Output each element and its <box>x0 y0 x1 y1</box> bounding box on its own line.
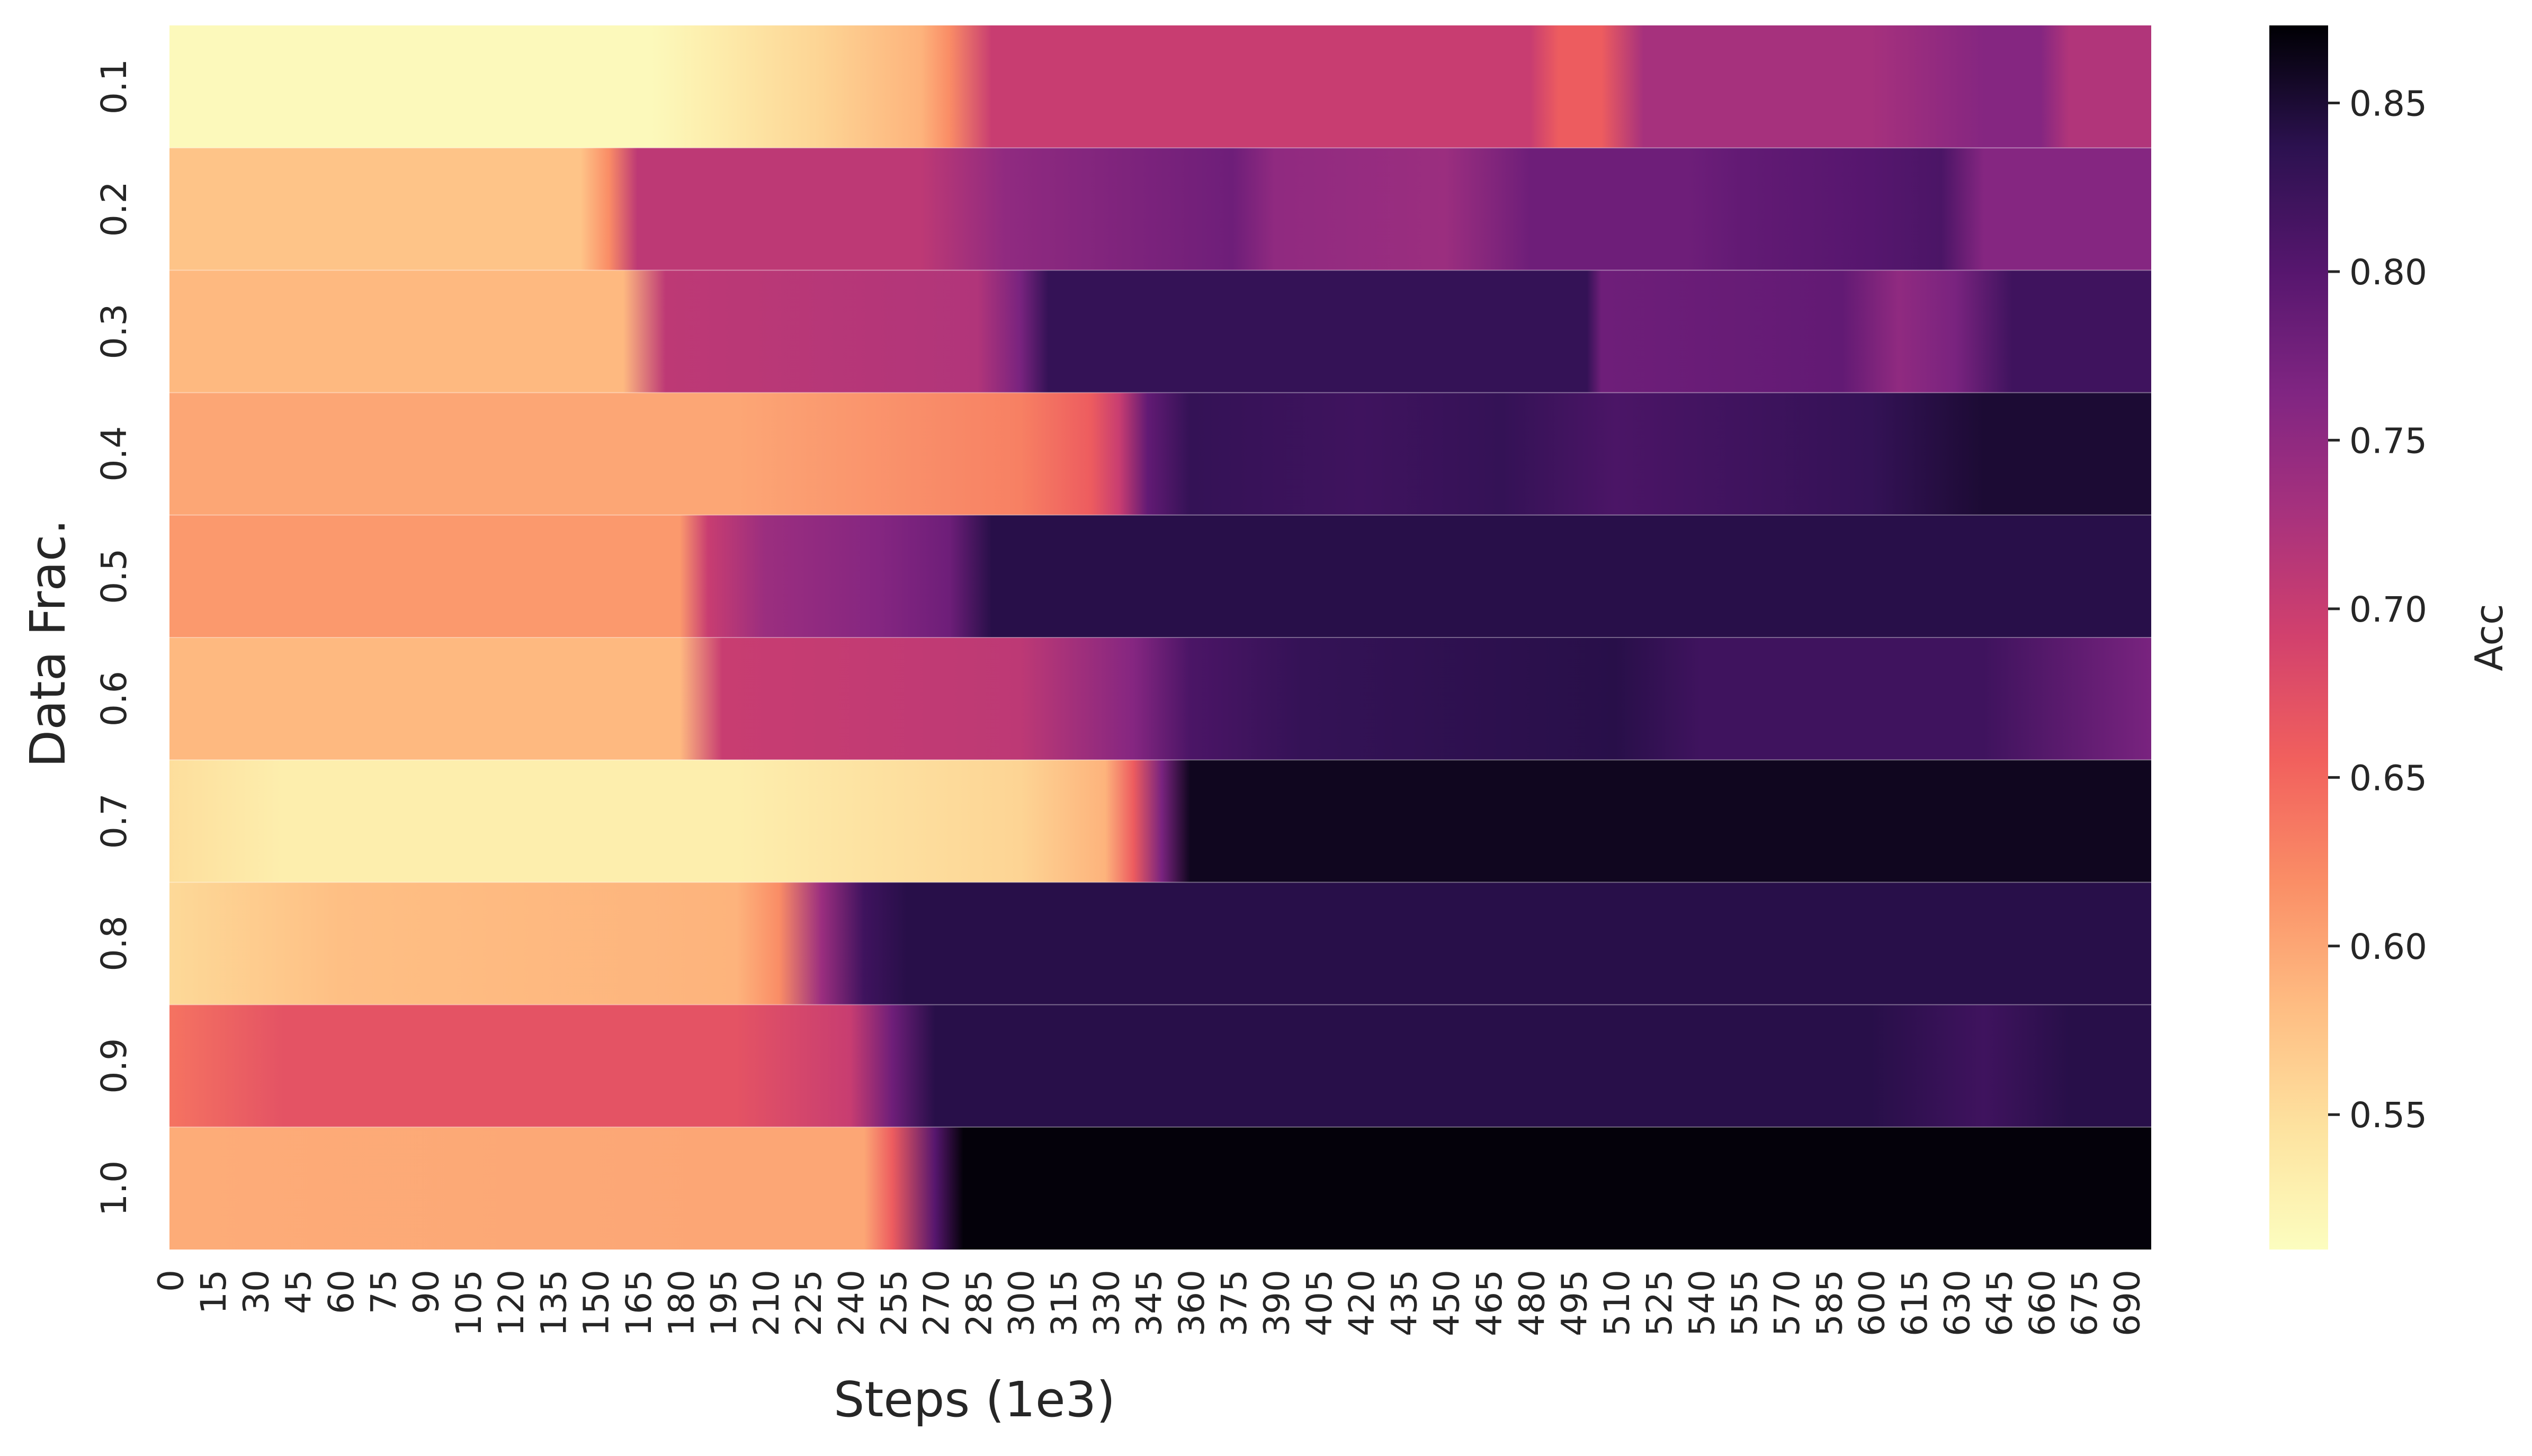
heatmap-row-0.1 <box>169 25 2151 148</box>
x-tick-label: 660 <box>2022 1270 2063 1336</box>
y-tick-label: 0.2 <box>94 181 135 237</box>
x-tick-label: 420 <box>1341 1270 1382 1336</box>
y-tick-label: 0.3 <box>94 304 135 359</box>
colorbar-gradient <box>2269 25 2328 1250</box>
y-tick-label: 0.9 <box>94 1038 135 1094</box>
colorbar-label: Acc <box>2467 604 2511 671</box>
colorbar-tick-label: 0.70 <box>2349 589 2427 630</box>
x-tick-label: 225 <box>789 1270 829 1336</box>
x-tick-label: 405 <box>1299 1270 1340 1336</box>
x-tick-label: 165 <box>619 1270 659 1336</box>
heatmap-row-0.7 <box>169 760 2151 883</box>
heatmap-row-0.8 <box>169 882 2151 1005</box>
x-tick-label: 150 <box>576 1270 617 1336</box>
x-tick-label: 300 <box>1001 1270 1042 1336</box>
x-tick-label: 465 <box>1469 1270 1510 1336</box>
x-tick-label: 240 <box>831 1270 872 1336</box>
x-tick-label: 120 <box>491 1270 532 1336</box>
x-tick-label: 90 <box>406 1270 446 1314</box>
colorbar-tick-label: 0.75 <box>2349 420 2427 461</box>
y-axis-label: Data Frac. <box>20 519 76 767</box>
x-tick-label: 600 <box>1852 1270 1893 1336</box>
heatmap-row-1.0 <box>169 1127 2151 1250</box>
y-tick-label: 1.0 <box>94 1161 135 1216</box>
x-tick-label: 630 <box>1937 1270 1978 1336</box>
x-tick-label: 0 <box>151 1270 192 1292</box>
colorbar-tick-label: 0.80 <box>2349 252 2427 293</box>
heatmap-row-0.9 <box>169 1004 2151 1127</box>
x-tick-label: 45 <box>279 1270 319 1314</box>
heatmap-cells <box>169 25 2151 1250</box>
x-tick-label: 180 <box>661 1270 702 1336</box>
x-tick-label: 345 <box>1129 1270 1170 1336</box>
heatmap-row-0.2 <box>169 148 2151 271</box>
x-tick-label: 615 <box>1894 1270 1935 1336</box>
colorbar-tick-label: 0.65 <box>2349 758 2427 798</box>
x-tick-label: 450 <box>1427 1270 1468 1336</box>
x-tick-label: 690 <box>2107 1270 2148 1336</box>
x-tick-label: 30 <box>236 1270 276 1314</box>
x-tick-label: 585 <box>1809 1270 1850 1336</box>
x-tick-label: 315 <box>1044 1270 1085 1336</box>
y-tick-label: 0.1 <box>94 59 135 114</box>
y-tick-label: 0.7 <box>94 793 135 849</box>
x-axis-label: Steps (1e3) <box>834 1371 1115 1428</box>
y-tick-label: 0.8 <box>94 916 135 972</box>
x-tick-label: 195 <box>704 1270 745 1336</box>
heatmap-row-0.5 <box>169 515 2151 637</box>
x-tick-label: 570 <box>1767 1270 1808 1336</box>
x-tick-label: 330 <box>1086 1270 1127 1336</box>
x-tick-label: 105 <box>449 1270 489 1336</box>
x-tick-label: 675 <box>2064 1270 2105 1336</box>
row-dividers <box>169 147 2151 1128</box>
colorbar: 0.55 0.60 0.65 0.70 0.75 0.80 0.85 Acc <box>2269 25 2511 1250</box>
x-tick-label: 435 <box>1384 1270 1425 1336</box>
x-tick-label: 510 <box>1597 1270 1638 1336</box>
colorbar-ticks: 0.55 0.60 0.65 0.70 0.75 0.80 0.85 <box>2328 83 2427 1136</box>
x-tick-label: 645 <box>1980 1270 2020 1336</box>
x-tick-label: 555 <box>1724 1270 1765 1336</box>
x-tick-label: 75 <box>363 1270 404 1314</box>
x-tick-label: 525 <box>1639 1270 1680 1336</box>
y-tick-label: 0.5 <box>94 549 135 604</box>
x-tick-label: 15 <box>193 1270 234 1314</box>
colorbar-tick-label: 0.55 <box>2349 1095 2427 1136</box>
x-tick-label: 495 <box>1554 1270 1595 1336</box>
x-tick-label: 480 <box>1511 1270 1552 1336</box>
y-tick-label: 0.4 <box>94 426 135 482</box>
x-tick-label: 210 <box>746 1270 787 1336</box>
x-tick-label: 135 <box>533 1270 574 1336</box>
x-tick-label: 255 <box>874 1270 915 1336</box>
heatmap-row-0.3 <box>169 270 2151 393</box>
heatmap-row-0.4 <box>169 392 2151 515</box>
heatmap-row-0.6 <box>169 637 2151 760</box>
x-tick-label: 270 <box>916 1270 957 1336</box>
x-tick-label: 360 <box>1171 1270 1212 1336</box>
x-tick-label: 285 <box>959 1270 999 1336</box>
x-tick-label: 390 <box>1256 1270 1297 1336</box>
x-tick-label: 540 <box>1681 1270 1722 1336</box>
y-tick-label: 0.6 <box>94 671 135 726</box>
colorbar-tick-label: 0.60 <box>2349 927 2427 967</box>
x-tick-labels: 0 15 30 45 60 75 90 105 120 135 150 165 180 195 210 225… <box>151 1270 2148 1336</box>
y-tick-labels: 0.1 0.2 0.3 0.4 0.5 0.6 0.7 0.8 0.9 1.0 <box>94 59 135 1216</box>
colorbar-tick-label: 0.85 <box>2349 83 2427 124</box>
x-tick-label: 60 <box>321 1270 362 1314</box>
x-tick-label: 375 <box>1214 1270 1255 1336</box>
